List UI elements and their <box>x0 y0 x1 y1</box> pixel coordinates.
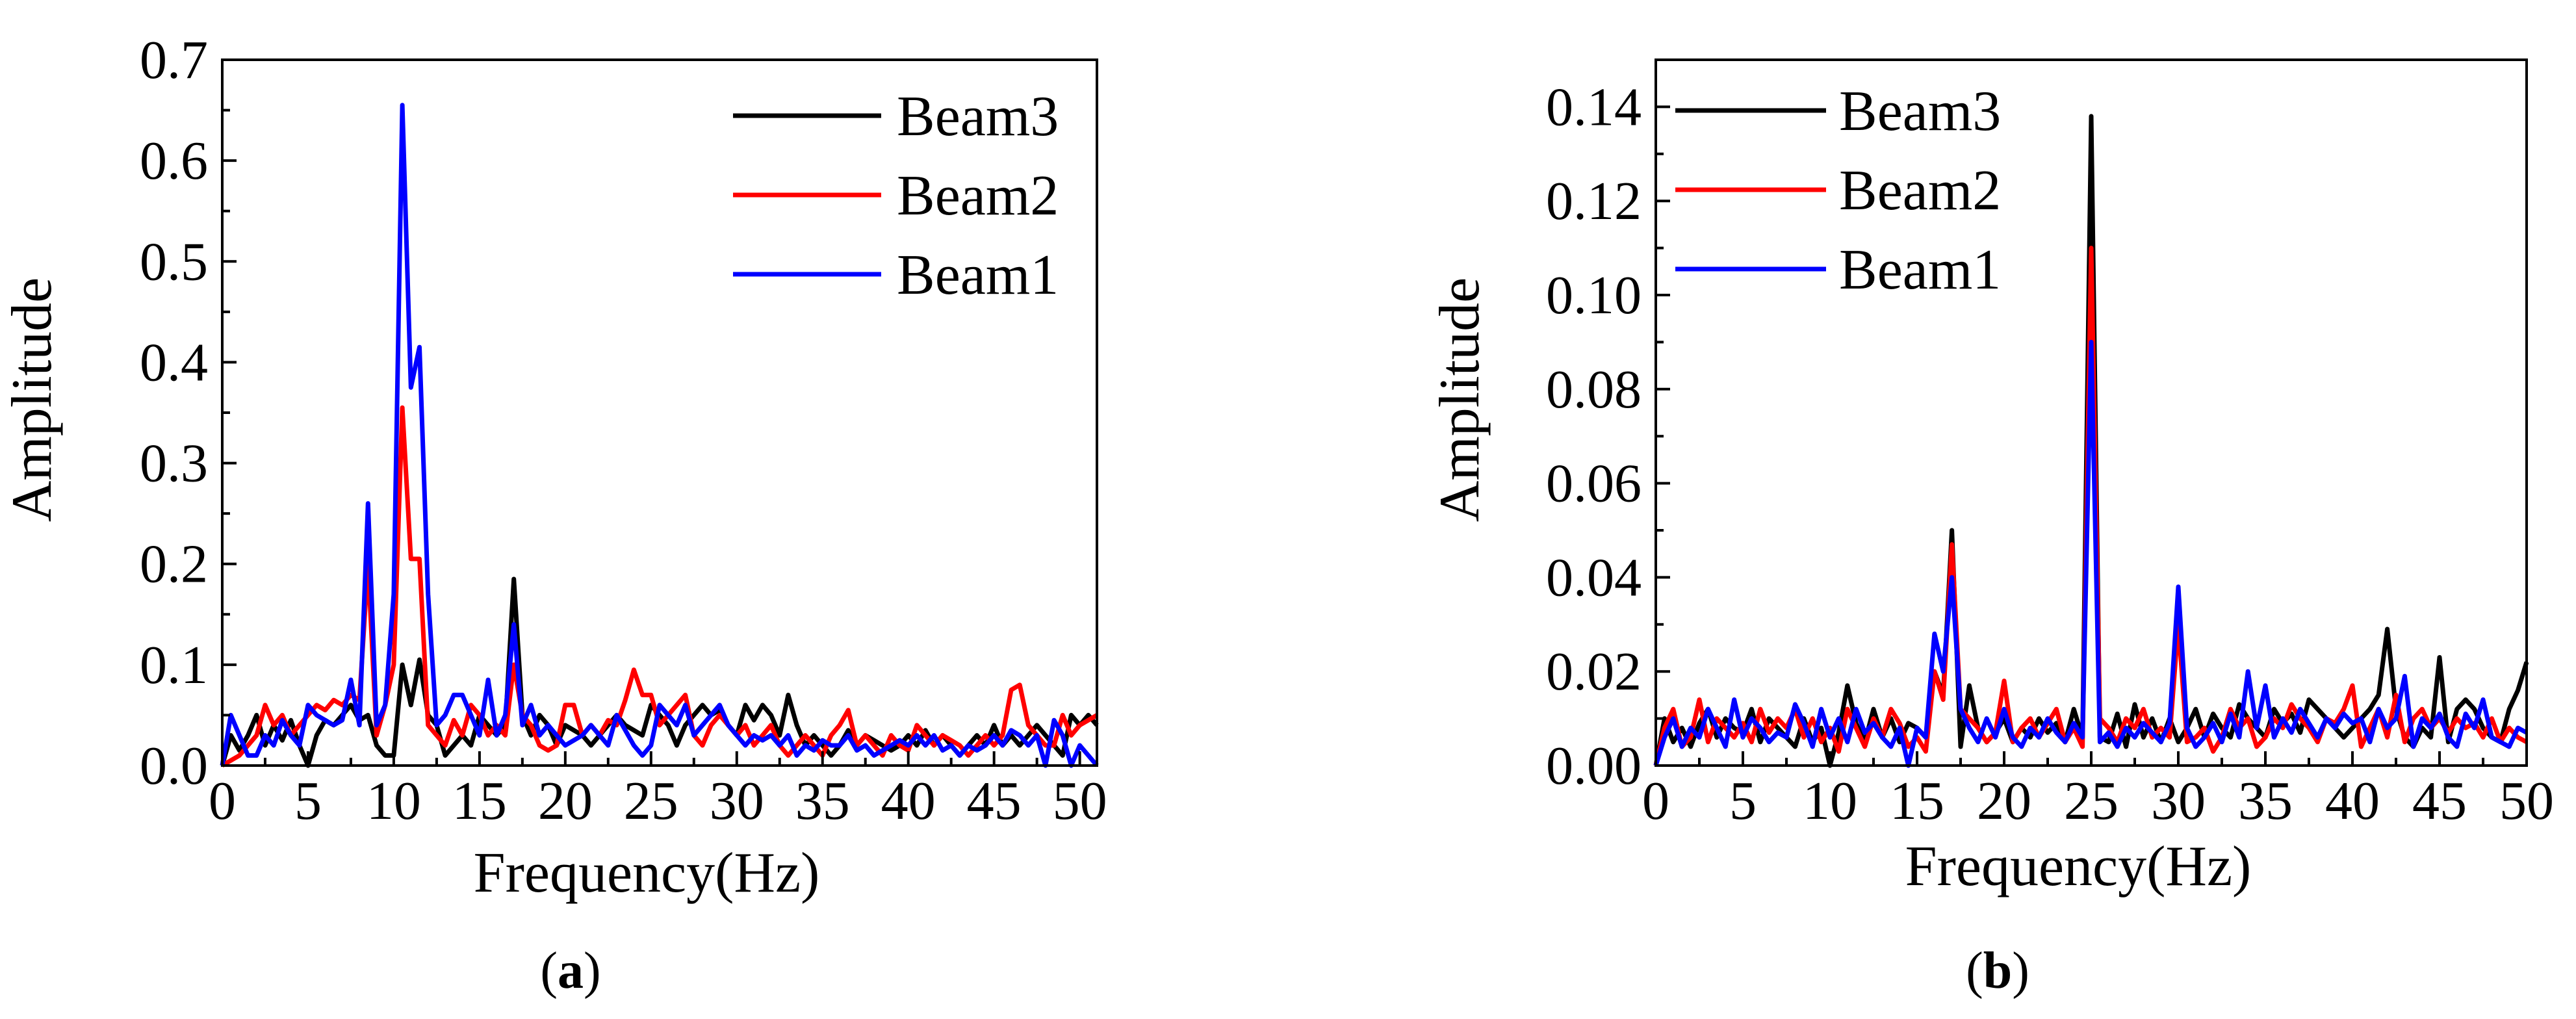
legend-label-beam3: Beam3 <box>897 85 1059 148</box>
series-line-beam1 <box>1653 339 2528 768</box>
x-tick-label: 45 <box>967 771 1022 831</box>
x-tick-label: 0 <box>209 771 236 831</box>
x-tick-label: 40 <box>881 771 936 831</box>
y-tick-label: 0.00 <box>1546 736 1642 796</box>
legend: Beam3 Beam2 Beam1 <box>733 85 1059 307</box>
y-axis-title: Amplitude <box>1 277 64 522</box>
series-line-beam2 <box>1653 246 2528 766</box>
y-tick-label: 0.7 <box>140 30 208 90</box>
x-tick-label: 40 <box>2325 771 2380 831</box>
y-tick-label: 0.04 <box>1546 547 1642 608</box>
x-tick-label: 45 <box>2412 771 2467 831</box>
legend: Beam3 Beam2 Beam1 <box>1675 80 2001 302</box>
x-tick-label: 20 <box>1977 771 2031 831</box>
y-tick-label: 0.10 <box>1546 265 1642 326</box>
series-line-beam3 <box>220 576 1099 768</box>
x-tick-label: 30 <box>2151 771 2206 831</box>
x-tick-label: 15 <box>1890 771 1944 831</box>
x-tick-label: 10 <box>367 771 421 831</box>
y-tick-label: 0.08 <box>1546 359 1642 420</box>
legend-label-beam2: Beam2 <box>1839 159 2001 222</box>
caption-a: (a) <box>540 942 600 1000</box>
x-tick-label: 25 <box>624 771 678 831</box>
x-tick-label: 50 <box>1053 771 1107 831</box>
legend-label-beam2: Beam2 <box>897 164 1059 227</box>
y-tick-label: 0.5 <box>140 231 208 292</box>
legend-label-beam3: Beam3 <box>1839 80 2001 143</box>
x-tick-label: 10 <box>1803 771 1857 831</box>
x-tick-label: 5 <box>1729 771 1757 831</box>
x-tick-label: 50 <box>2499 771 2554 831</box>
x-axis-title: Frequency(Hz) <box>1905 835 2252 898</box>
y-tick-label: 0.14 <box>1546 77 1642 137</box>
y-axis-title: Amplitude <box>1428 277 1491 522</box>
y-tick-label: 0.02 <box>1546 641 1642 702</box>
y-tick-label: 0.3 <box>140 433 208 494</box>
series-line-beam2 <box>221 405 1098 768</box>
x-tick-label: 5 <box>294 771 322 831</box>
x-tick-label: 30 <box>710 771 764 831</box>
x-tick-label: 0 <box>1642 771 1669 831</box>
panel-a-chart: 0 5 10 15 20 25 30 35 40 45 50 0.0 0.1 0.2 0.3 0.4 0.5 0.… <box>1 30 1107 905</box>
caption-b: (b) <box>1966 942 2029 1000</box>
y-tick-label: 0.6 <box>140 131 208 191</box>
y-tick-label: 0.0 <box>140 736 208 796</box>
legend-label-beam1: Beam1 <box>897 244 1059 307</box>
panel-b-chart: 0 5 10 15 20 25 30 35 40 45 50 0.00 0.02 0.04 0.06 0.08… <box>1428 58 2554 898</box>
y-tick-label: 0.2 <box>140 534 208 595</box>
x-axis-title: Frequency(Hz) <box>474 842 820 905</box>
x-tick-label: 35 <box>795 771 850 831</box>
x-tick-label: 25 <box>2064 771 2119 831</box>
y-tick-label: 0.4 <box>140 332 208 393</box>
y-tick-label: 0.1 <box>140 635 208 695</box>
series-line-beam1 <box>220 103 1099 768</box>
y-tick-label: 0.06 <box>1546 454 1642 514</box>
x-tick-label: 20 <box>538 771 593 831</box>
x-tick-label: 35 <box>2238 771 2293 831</box>
y-tick-label: 0.12 <box>1546 171 1642 231</box>
legend-label-beam1: Beam1 <box>1839 239 2001 302</box>
x-tick-label: 15 <box>452 771 507 831</box>
